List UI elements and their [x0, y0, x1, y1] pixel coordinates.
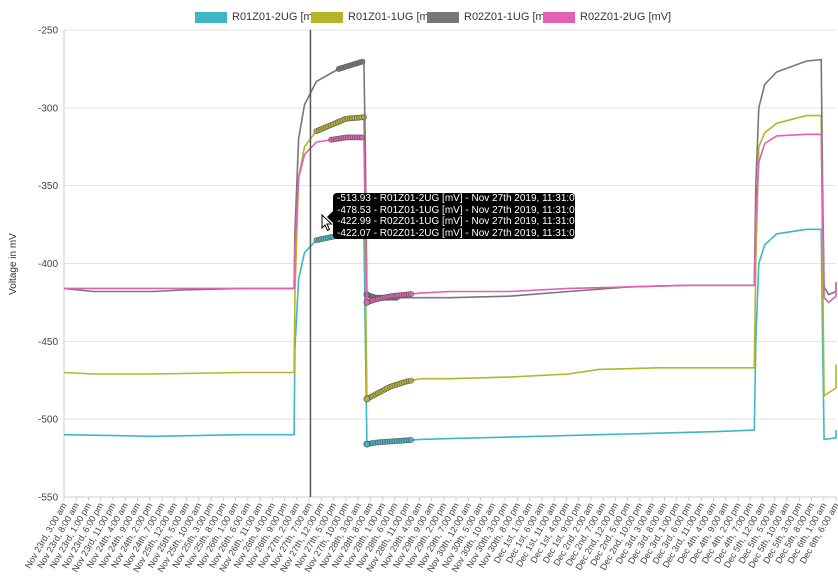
y-tick-label: -300	[38, 103, 58, 114]
y-tick-label: -400	[38, 259, 58, 270]
series-r02z01-2ug	[64, 133, 837, 306]
legend-label: R02Z01-2UG [mV]	[580, 11, 672, 23]
legend-swatch	[543, 11, 575, 23]
tooltip-line: -513.93 - R01Z01-2UG [mV] - Nov 27th 201…	[337, 193, 597, 204]
data-point-marker[interactable]	[363, 440, 371, 448]
legend-item-r02z01-1ug[interactable]: R02Z01-1UG [mV]	[427, 9, 555, 25]
y-axis-label: Voltage in mV	[8, 233, 19, 295]
data-point-marker[interactable]	[359, 134, 365, 141]
series-group	[63, 58, 837, 448]
tooltip-line: -478.53 - R01Z01-1UG [mV] - Nov 27th 201…	[337, 204, 597, 216]
y-tick-label: -350	[38, 181, 58, 192]
legend: R01Z01-2UG [mV] R01Z01-1UG [mV] R02Z01-1…	[0, 9, 838, 25]
legend-label: R01Z01-2UG [mV]	[232, 11, 324, 23]
legend-label: R01Z01-1UG [mV]	[348, 11, 440, 23]
tooltip-line: -422.99 - R02Z01-1UG [mV] - Nov 27th 201…	[337, 216, 597, 227]
data-point-marker[interactable]	[360, 114, 367, 121]
series-line	[63, 58, 837, 299]
series-line	[64, 133, 837, 304]
y-axis-ticks: -550 -500 -450 -400 -350 -300 -250	[38, 26, 58, 504]
series-r01z01-1ug	[63, 114, 837, 403]
y-tick-label: -500	[38, 415, 58, 426]
legend-item-r01z01-2ug[interactable]: R01Z01-2UG [mV]	[195, 9, 323, 25]
data-point-marker[interactable]	[408, 291, 414, 297]
legend-swatch	[427, 11, 459, 23]
y-tick-label: -550	[38, 493, 58, 504]
y-tick-label: -250	[38, 26, 58, 37]
data-point-marker[interactable]	[363, 298, 371, 306]
series-r02z01-1ug	[63, 58, 837, 301]
mouse-pointer-icon	[321, 214, 333, 232]
data-point-marker[interactable]	[408, 377, 414, 384]
y-tick-label: -450	[38, 337, 58, 348]
data-point-marker[interactable]	[408, 437, 414, 443]
series-r01z01-2ug	[63, 228, 837, 448]
hover-tooltip: -513.93 - R01Z01-2UG [mV] - Nov 27th 201…	[333, 193, 597, 239]
tooltip-line: -422.07 - R02Z01-2UG [mV] - Nov 27th 201…	[337, 227, 597, 239]
grid-lines	[63, 29, 836, 498]
legend-swatch	[195, 11, 227, 23]
data-point-marker[interactable]	[359, 58, 366, 65]
legend-item-r01z01-1ug[interactable]: R01Z01-1UG [mV]	[311, 9, 439, 25]
legend-swatch	[311, 11, 343, 23]
tooltip-arrow	[327, 211, 333, 223]
series-line	[63, 228, 837, 446]
legend-item-r02z01-2ug[interactable]: R02Z01-2UG [mV]	[543, 9, 671, 25]
series-line	[63, 114, 837, 401]
data-point-marker[interactable]	[363, 395, 371, 403]
legend-label: R02Z01-1UG [mV]	[464, 11, 556, 23]
